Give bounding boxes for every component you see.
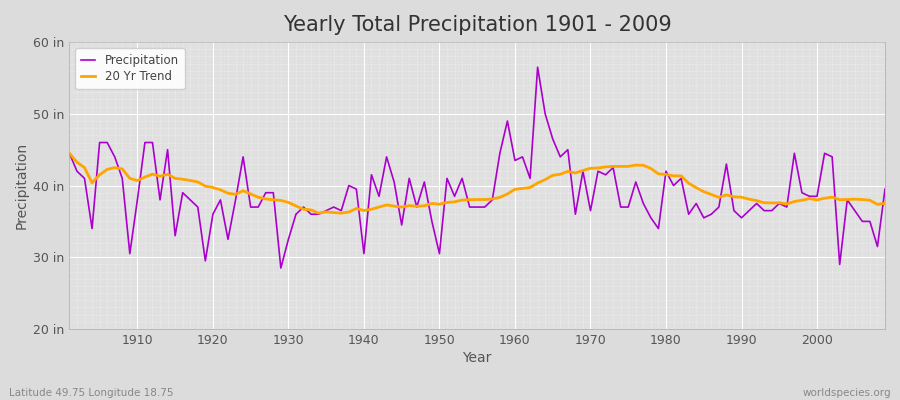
20 Yr Trend <box>124 176 135 181</box>
Text: Latitude 49.75 Longitude 18.75: Latitude 49.75 Longitude 18.75 <box>9 388 174 398</box>
X-axis label: Year: Year <box>463 351 492 365</box>
Precipitation <box>298 205 309 210</box>
20 Yr Trend <box>344 210 355 214</box>
20 Yr Trend <box>509 187 520 192</box>
Precipitation <box>616 205 626 210</box>
20 Yr Trend <box>64 151 75 156</box>
Precipitation <box>518 154 528 159</box>
Precipitation <box>344 183 355 188</box>
Line: 20 Yr Trend: 20 Yr Trend <box>69 153 885 213</box>
Precipitation <box>509 158 520 163</box>
Precipitation <box>124 251 135 256</box>
Text: worldspecies.org: worldspecies.org <box>803 388 891 398</box>
Precipitation <box>879 187 890 192</box>
20 Yr Trend <box>518 186 528 191</box>
20 Yr Trend <box>291 204 302 208</box>
Precipitation <box>532 65 543 70</box>
20 Yr Trend <box>879 201 890 206</box>
Precipitation <box>64 151 75 156</box>
Line: Precipitation: Precipitation <box>69 67 885 268</box>
Title: Yearly Total Precipitation 1901 - 2009: Yearly Total Precipitation 1901 - 2009 <box>283 15 671 35</box>
Precipitation <box>275 266 286 270</box>
20 Yr Trend <box>608 164 618 169</box>
20 Yr Trend <box>313 211 324 216</box>
Legend: Precipitation, 20 Yr Trend: Precipitation, 20 Yr Trend <box>76 48 184 89</box>
Y-axis label: Precipitation: Precipitation <box>15 142 29 229</box>
